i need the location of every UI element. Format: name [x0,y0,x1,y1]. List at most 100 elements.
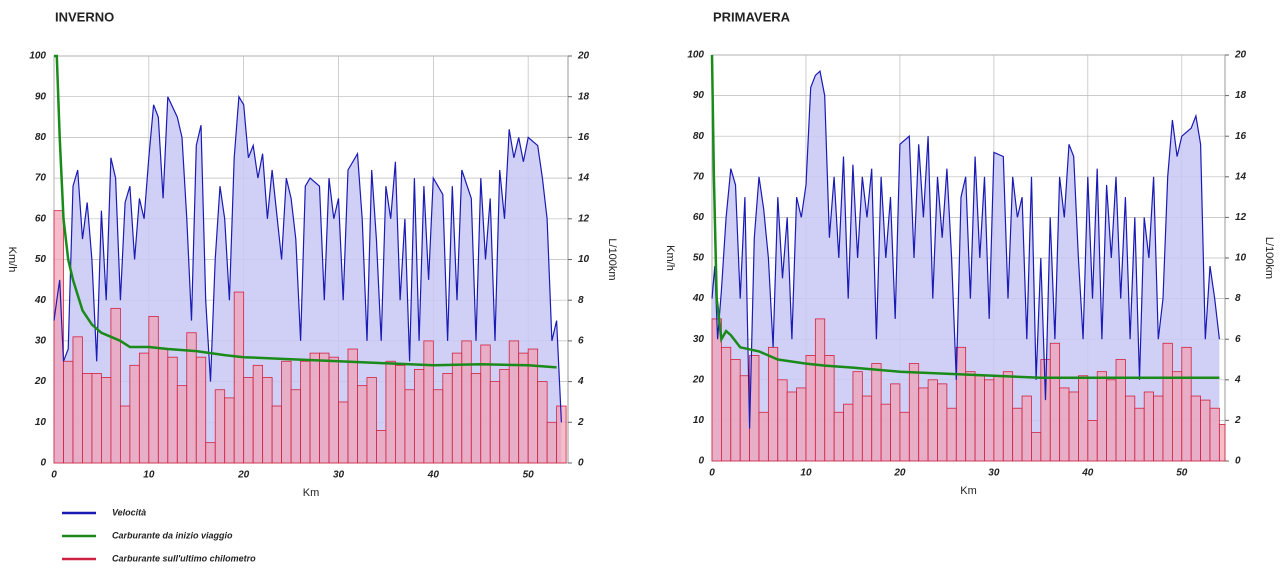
y-tick-label: 40 [34,295,47,306]
y2-tick-label: 0 [578,458,584,469]
bar [1087,419,1098,462]
y-tick-label: 60 [35,213,47,224]
bar [224,397,235,464]
bar [148,316,159,464]
bar [347,348,358,464]
bar [413,368,425,464]
y-tick-label: 80 [693,131,705,142]
y-tick-label: 100 [29,51,46,62]
bar [1106,379,1117,462]
bar [993,375,1004,462]
speed-line [53,94,562,423]
y-tick-label: 0 [698,456,704,467]
y2-tick-label: 16 [1235,131,1247,142]
bar [205,442,216,464]
bar [357,385,368,464]
bar [1078,375,1089,462]
chart-title: INVERNO [55,9,114,24]
y2-tick-label: 20 [577,51,590,62]
bar [470,373,482,464]
bar [556,405,567,464]
bar [91,373,102,464]
bar [461,340,472,464]
bar [843,403,854,462]
y-tick-label: 100 [687,50,704,61]
y2-tick-label: 6 [1235,334,1241,345]
legend-label: Velocità [112,507,146,517]
bar [138,352,150,464]
bar [328,356,339,464]
bar [442,373,453,464]
y-tick-label: 10 [693,415,705,426]
y-tick-label: 90 [35,91,47,102]
bar [965,371,976,462]
x-tick-label: 20 [237,470,250,481]
bar [252,364,264,464]
bar [824,355,835,462]
y-axis-label: Km/h [6,247,18,273]
bar [53,210,64,464]
bar [366,377,377,464]
y2-tick-label: 4 [1234,374,1241,385]
legend-label: Carburante sull'ultimo chilometro [112,553,256,563]
y2-tick-label: 14 [578,173,590,184]
y2-tick-label: 16 [578,132,590,143]
bar [195,356,207,464]
chart-title: PRIMAVERA [713,9,791,24]
bar [1218,424,1226,462]
bar [777,379,788,462]
x-tick-label: 20 [893,468,906,479]
y2-tick-label: 0 [1235,456,1241,467]
bar [1049,342,1061,462]
bar [110,307,121,464]
bar [861,395,873,462]
bar [262,377,273,464]
y2-tick-label: 18 [1235,90,1247,101]
y2-tick-label: 8 [578,295,584,306]
bar [119,405,131,464]
x-axis-label: Km [960,485,977,497]
y-tick-label: 80 [35,132,47,143]
bar [63,360,74,464]
bar [489,381,501,464]
y-tick-label: 40 [692,293,705,304]
y2-axis-label: L/100km [1263,237,1275,279]
y2-tick-label: 10 [1235,253,1247,264]
x-tick-label: 40 [427,470,440,481]
y-tick-label: 30 [693,334,705,345]
bar [1021,395,1032,462]
y2-tick-label: 8 [1235,293,1241,304]
bar [300,360,311,464]
y2-tick-label: 12 [578,213,590,224]
bar [796,387,807,462]
bar [955,346,967,462]
y-tick-label: 20 [34,376,47,387]
bar [899,411,910,462]
bar [1162,342,1173,462]
x-tick-label: 50 [523,470,535,481]
bar [1200,399,1211,462]
bar [243,377,254,464]
bar [880,403,891,462]
y2-tick-label: 10 [578,254,590,265]
bar [974,375,985,462]
bar [1190,395,1201,462]
bar [546,421,558,464]
bar [157,348,169,464]
x-tick-label: 0 [709,468,715,479]
bar [871,363,882,462]
speed-line [711,70,1220,429]
bar [890,383,901,462]
x-tick-label: 0 [51,470,57,481]
x-tick-label: 30 [988,468,1000,479]
bar [376,430,387,464]
bar [214,389,226,464]
bar [1134,407,1145,462]
bar [319,352,330,464]
bar [423,340,434,464]
bar [937,383,948,462]
y-tick-label: 20 [692,374,705,385]
y-tick-label: 70 [693,171,705,182]
bar [908,363,920,462]
bar [537,381,548,464]
